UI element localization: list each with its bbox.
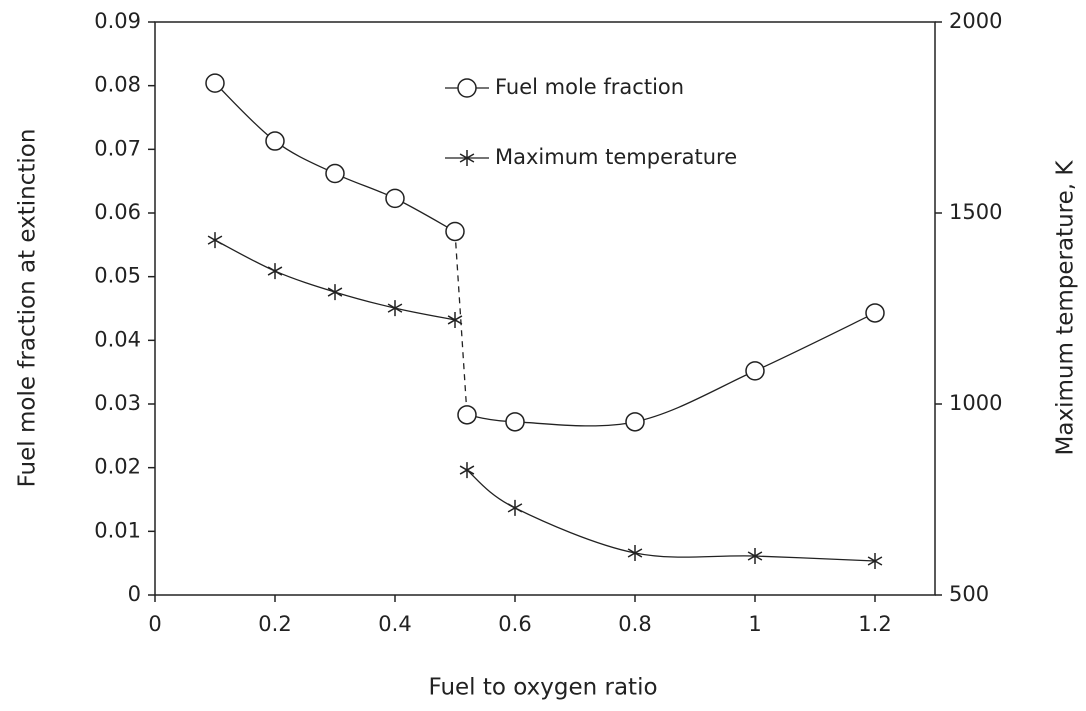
y-tick-label: 0.07 (94, 136, 141, 160)
marker (867, 553, 883, 570)
marker (505, 412, 525, 432)
marker (325, 163, 345, 184)
plot-frame (154, 21, 936, 596)
y-tick-label: 0.08 (94, 73, 141, 97)
marker (205, 73, 225, 93)
x-tick-label: 0.4 (378, 612, 411, 636)
x-tick-label: 0.6 (498, 612, 531, 636)
y2-tick-label: 2000 (949, 9, 1002, 33)
marker (457, 405, 477, 425)
marker (265, 131, 285, 151)
y-tick-label: 0.06 (94, 200, 141, 224)
y-tick-label: 0.01 (94, 518, 141, 542)
series-line (214, 239, 456, 321)
x-tick-label: 0 (148, 612, 161, 636)
marker (459, 462, 475, 479)
y2-axis-label: Maximum temperature, K (1053, 160, 1079, 456)
series-line (466, 312, 876, 427)
marker (447, 311, 463, 328)
marker (745, 361, 765, 381)
marker (865, 303, 885, 323)
marker (385, 188, 405, 209)
legend-label: Maximum temperature (495, 145, 737, 169)
x-tick-label: 0.8 (618, 612, 651, 636)
x-tick-label: 1.2 (858, 612, 891, 636)
y-tick-label: 0.03 (94, 391, 141, 415)
x-tick-label: 0.2 (258, 612, 291, 636)
y-axis-label: Fuel mole fraction at extinction (15, 129, 41, 488)
y2-tick-label: 1000 (949, 391, 1002, 415)
marker (627, 544, 643, 561)
marker (267, 263, 283, 280)
marker (507, 499, 523, 516)
legend-marker (457, 78, 477, 98)
marker (327, 284, 343, 301)
y-tick-label: 0.05 (94, 264, 141, 288)
legend-marker (459, 150, 475, 166)
series-line (466, 469, 876, 562)
marker (625, 412, 645, 432)
marker (387, 300, 403, 317)
series-line (214, 82, 456, 233)
marker (207, 232, 223, 249)
y-tick-label: 0.09 (94, 9, 141, 33)
x-axis-label: Fuel to oxygen ratio (428, 675, 657, 701)
y-tick-label: 0 (128, 582, 141, 606)
marker (445, 221, 465, 242)
y2-tick-label: 1500 (949, 200, 1002, 224)
y-tick-label: 0.02 (94, 455, 141, 479)
x-tick-label: 1 (748, 612, 761, 636)
legend-label: Fuel mole fraction (495, 75, 684, 99)
y-tick-label: 0.04 (94, 327, 141, 351)
y2-tick-label: 500 (949, 582, 989, 606)
marker (747, 548, 763, 565)
